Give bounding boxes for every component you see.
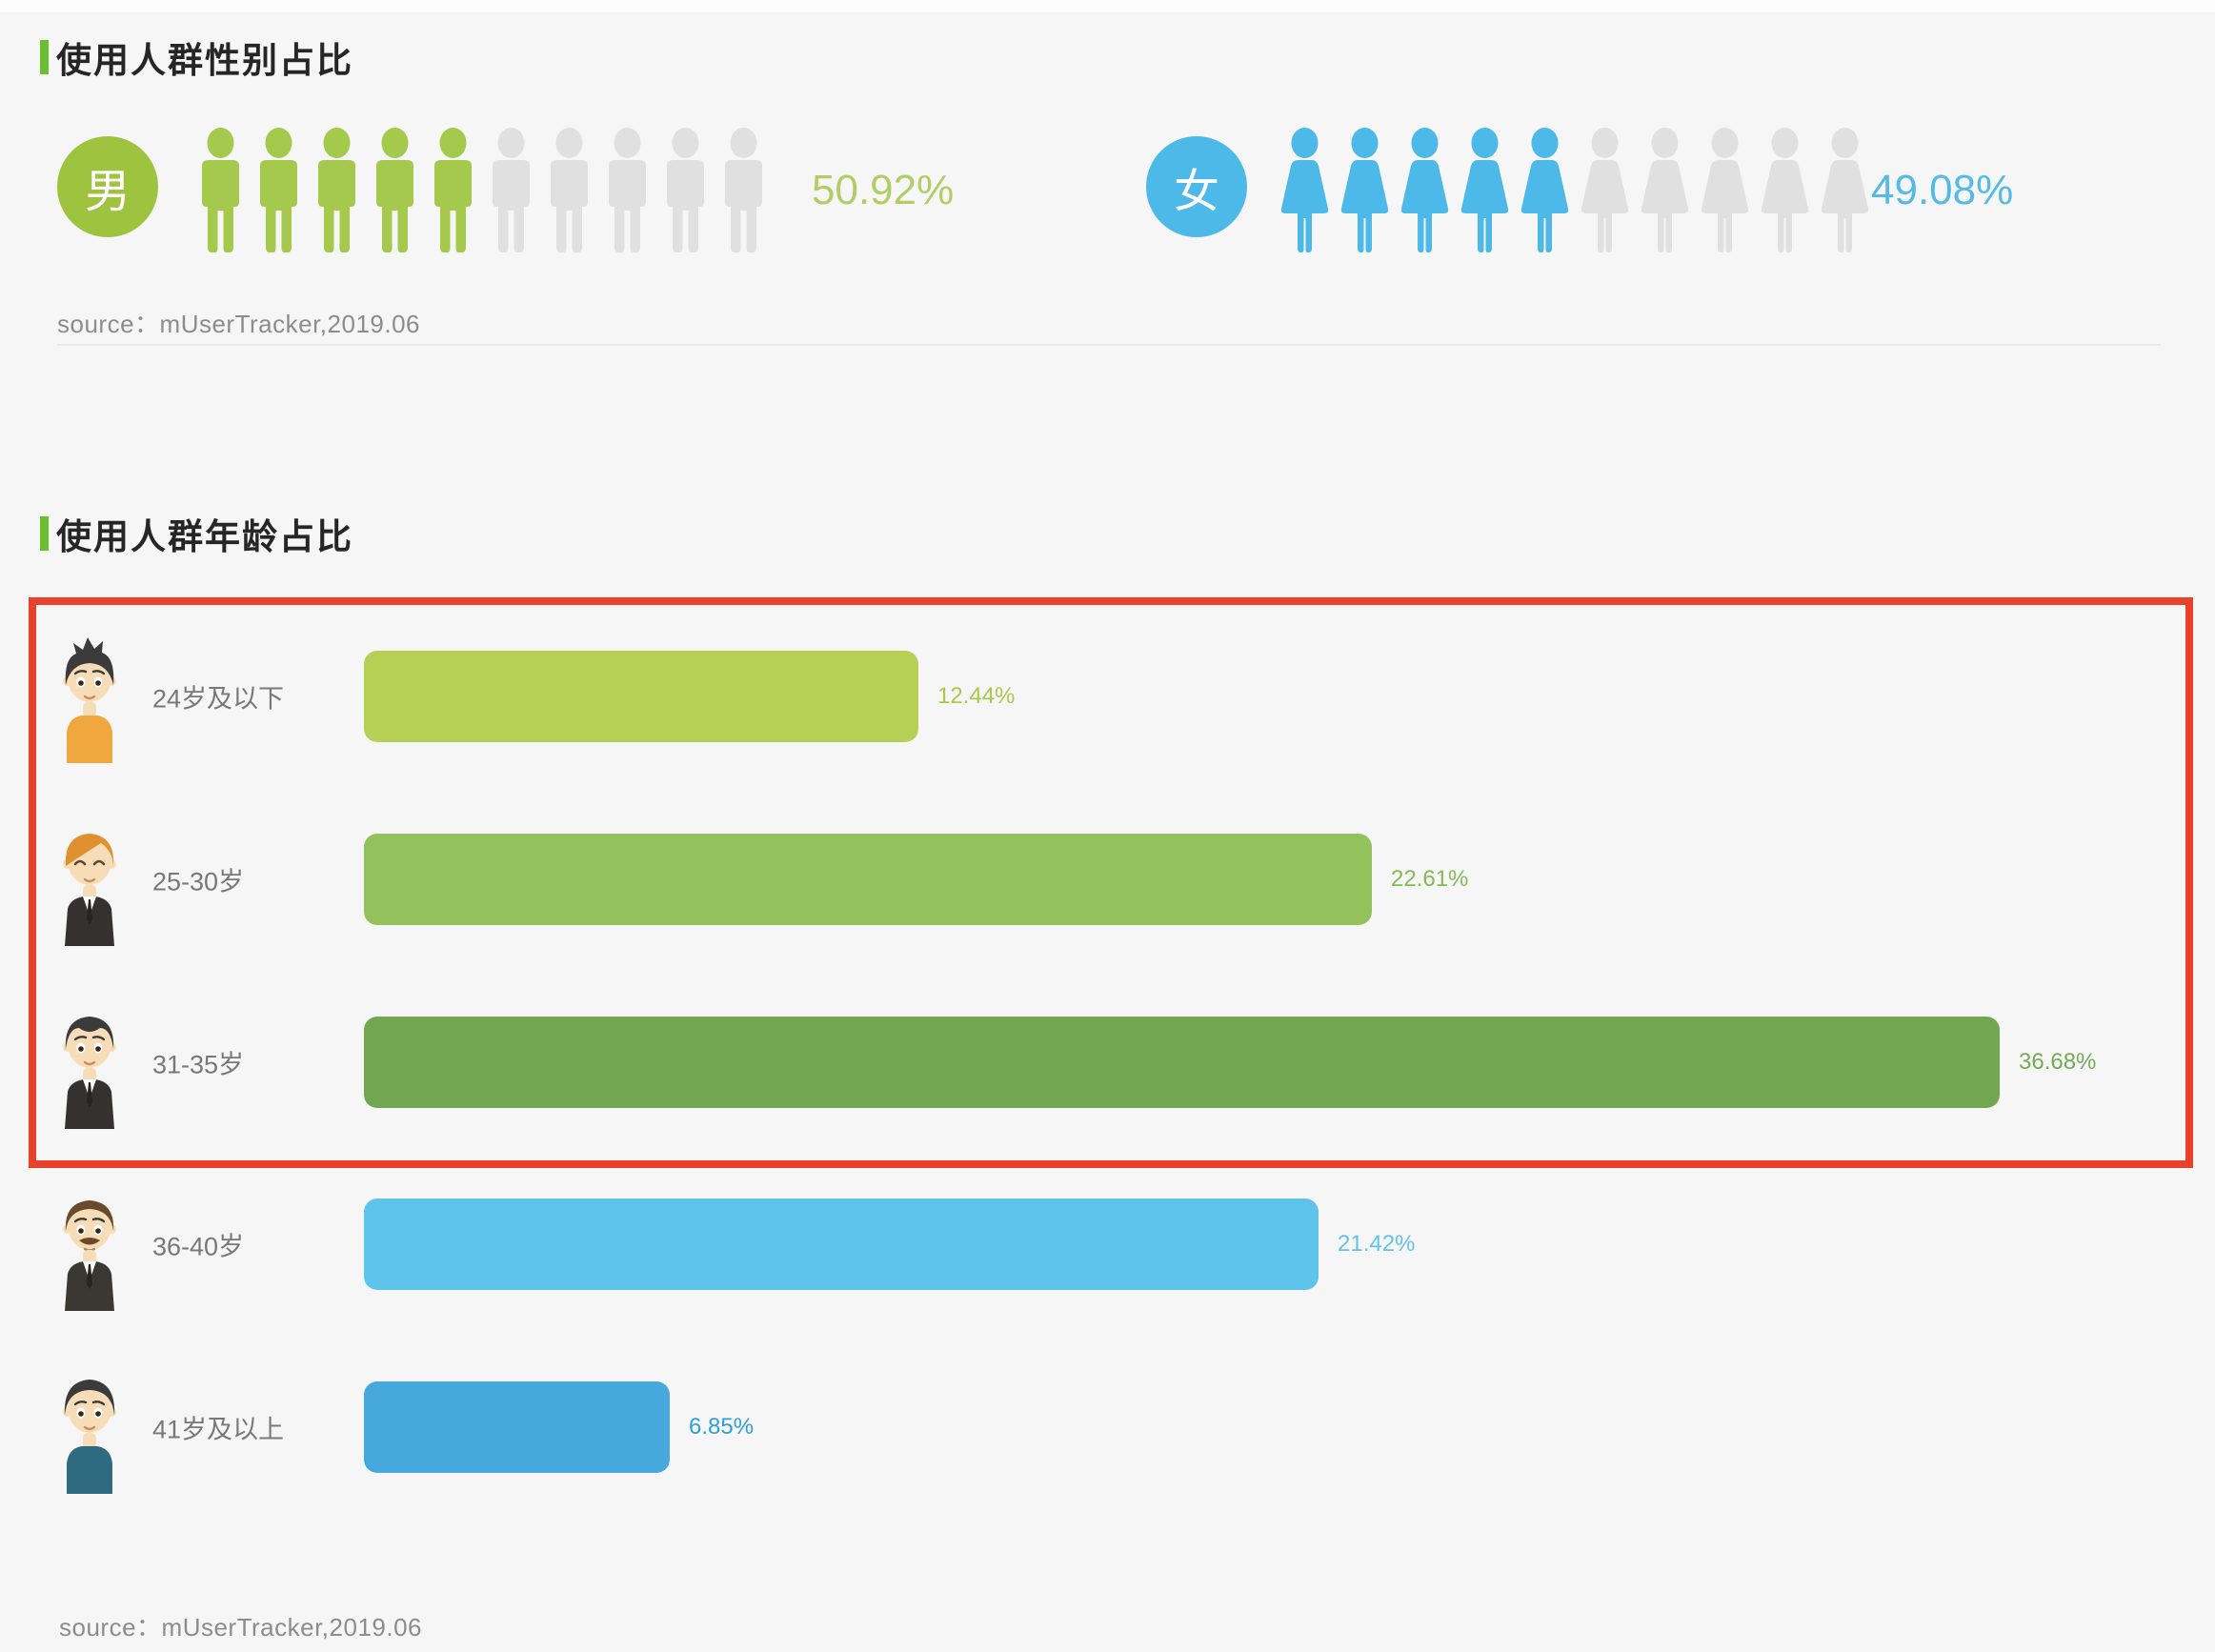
male-person-icon: [260, 128, 297, 252]
age-section-title: 使用人群年龄占比: [40, 508, 353, 559]
title-accent-bar: [40, 516, 49, 551]
female-pictogram-row: [1278, 127, 1878, 254]
age-avatar-icon: [53, 630, 126, 763]
male-person-icon: [609, 128, 646, 252]
female-badge: 女: [1146, 136, 1247, 237]
age-category-label: 24岁及以下: [152, 684, 285, 714]
age-avatar-icon: [53, 1360, 126, 1494]
female-percent: 49.08%: [1871, 167, 2014, 213]
male-person-icon: [376, 128, 413, 252]
age-avatar-icon: [53, 1178, 126, 1311]
female-person-icon: [1340, 128, 1389, 252]
age-category-label: 31-35岁: [152, 1050, 245, 1079]
age-section-title-text: 使用人群年龄占比: [56, 518, 353, 557]
gender-source-note: source：mUserTracker,2019.06: [57, 310, 421, 338]
male-person-icon: [318, 128, 355, 252]
male-person-icon: [725, 128, 762, 252]
age-bar: [364, 651, 918, 742]
age-percent-label: 36.68%: [2019, 1049, 2097, 1075]
male-pictogram-row: [194, 127, 775, 254]
section-divider: [57, 344, 2161, 346]
age-bar: [364, 834, 1372, 925]
age-bar: [364, 1017, 2000, 1108]
male-person-icon: [667, 128, 704, 252]
age-avatar-icon: [53, 813, 126, 946]
female-person-icon: [1280, 128, 1329, 252]
age-avatar-icon: [53, 996, 126, 1129]
female-person-icon: [1520, 128, 1569, 252]
male-person-icon: [434, 128, 472, 252]
age-category-label: 41岁及以上: [152, 1415, 285, 1444]
female-person-icon: [1400, 128, 1449, 252]
male-badge: 男: [57, 136, 158, 237]
age-source-note: source：mUserTracker,2019.06: [59, 1613, 423, 1642]
female-person-icon: [1821, 128, 1869, 252]
title-accent-bar: [40, 40, 49, 74]
age-percent-label: 12.44%: [937, 683, 1016, 709]
age-bar: [364, 1199, 1319, 1290]
top-strip: [0, 0, 2215, 12]
female-person-icon: [1581, 128, 1629, 252]
age-percent-label: 6.85%: [689, 1414, 755, 1440]
female-person-icon: [1761, 128, 1809, 252]
gender-section-title-text: 使用人群性别占比: [56, 42, 353, 81]
male-person-icon: [551, 128, 588, 252]
age-category-label: 25-30岁: [152, 867, 245, 897]
gender-section-title: 使用人群性别占比: [40, 31, 353, 83]
female-person-icon: [1641, 128, 1689, 252]
male-percent: 50.92%: [812, 167, 955, 213]
male-person-icon: [493, 128, 530, 252]
age-percent-label: 22.61%: [1391, 866, 1469, 892]
male-person-icon: [202, 128, 239, 252]
age-bar: [364, 1381, 670, 1473]
age-percent-label: 21.42%: [1338, 1231, 1416, 1257]
female-person-icon: [1460, 128, 1509, 252]
age-category-label: 36-40岁: [152, 1232, 245, 1261]
female-person-icon: [1701, 128, 1749, 252]
